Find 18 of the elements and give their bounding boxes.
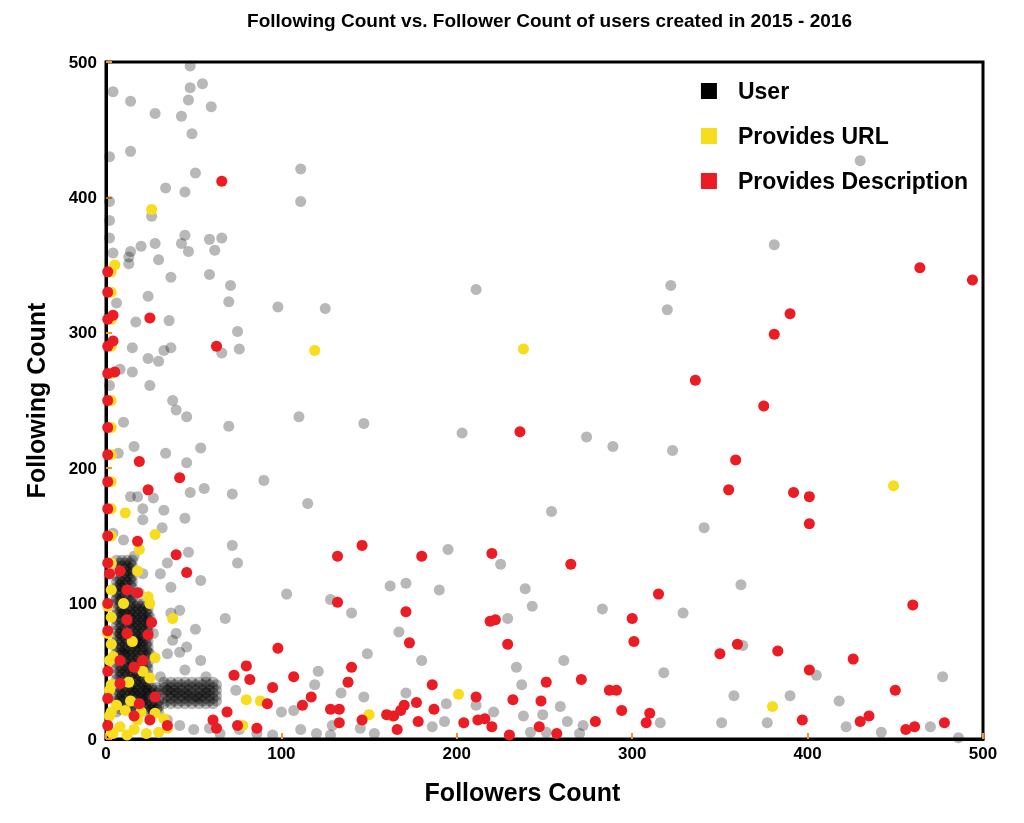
y-tick-label: 0 [87,729,97,749]
x-tick-label: 300 [618,744,647,763]
x-tick-label: 0 [101,744,111,763]
legend-label: User [737,78,790,104]
x-axis-title: Followers Count [424,777,622,806]
y-tick-label: 300 [68,323,97,343]
x-tick-label: 200 [442,744,471,763]
x-tick-label: 100 [267,744,296,763]
legend-label: Provides Description [737,168,969,194]
y-tick-label: 100 [68,594,97,614]
y-tick-label: 500 [68,52,97,72]
y-tick-label: 400 [68,187,97,207]
x-tick-label: 500 [968,744,998,763]
x-tick-label: 400 [793,744,822,763]
y-axis-title: Following Count [21,301,50,499]
legend-label: Provides URL [737,123,889,149]
y-tick-label: 200 [68,458,97,478]
chart-title: Following Count vs. Follower Count of users created in 2015 - 2016 [247,10,852,31]
